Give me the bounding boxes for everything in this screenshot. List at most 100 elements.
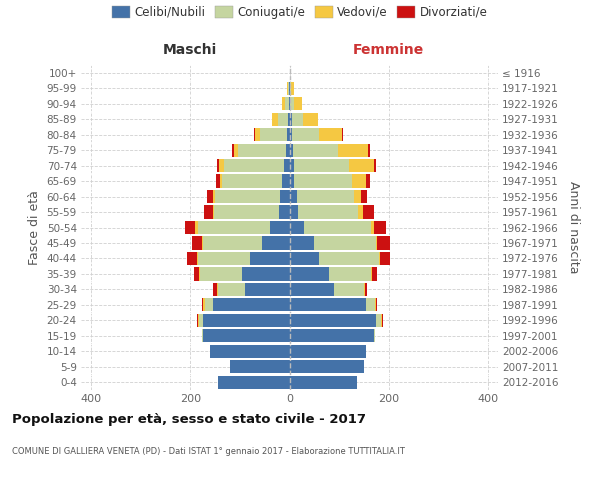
Bar (203, 314, 290, 327)
Bar (290, 82, 294, 95)
Bar (197, 221, 290, 234)
Bar (245, 283, 290, 296)
Bar (282, 174, 290, 188)
Bar (290, 112, 318, 126)
Bar (218, 283, 290, 296)
Bar (230, 360, 290, 374)
Bar (290, 268, 329, 280)
Bar (290, 97, 302, 110)
Bar (286, 144, 290, 156)
Bar (195, 221, 290, 234)
Bar (290, 330, 375, 342)
Bar (290, 252, 319, 265)
Bar (197, 314, 290, 327)
Bar (290, 159, 349, 172)
Bar (290, 376, 356, 389)
Bar (290, 190, 297, 203)
Bar (290, 144, 370, 156)
Bar (290, 174, 370, 188)
Bar (202, 330, 290, 342)
Bar (290, 314, 383, 327)
Bar (290, 268, 377, 280)
Bar (202, 298, 290, 312)
Bar (192, 236, 290, 250)
Bar (290, 144, 293, 156)
Bar (278, 112, 290, 126)
Bar (290, 344, 367, 358)
Bar (290, 221, 374, 234)
Text: Maschi: Maschi (163, 43, 217, 57)
Bar (278, 206, 290, 218)
Bar (290, 128, 292, 141)
Bar (290, 236, 376, 250)
Bar (287, 82, 290, 95)
Bar (280, 190, 290, 203)
Bar (199, 268, 290, 280)
Bar (290, 144, 338, 156)
Bar (210, 344, 290, 358)
Bar (230, 360, 290, 374)
Y-axis label: Anni di nascita: Anni di nascita (567, 181, 580, 274)
Bar (290, 174, 367, 188)
Bar (205, 298, 290, 312)
Bar (290, 112, 303, 126)
Bar (290, 174, 295, 188)
Bar (290, 82, 294, 95)
Bar (200, 268, 290, 280)
Bar (290, 376, 356, 389)
Bar (290, 206, 374, 218)
Bar (290, 344, 367, 358)
Bar (290, 206, 358, 218)
Bar (202, 330, 290, 342)
Bar (202, 236, 290, 250)
Bar (290, 221, 386, 234)
Bar (210, 344, 290, 358)
Bar (290, 236, 314, 250)
Bar (290, 144, 368, 156)
Bar (242, 268, 290, 280)
Bar (290, 298, 377, 312)
Bar (290, 314, 382, 327)
Bar (290, 298, 376, 312)
Bar (290, 97, 302, 110)
Bar (290, 174, 352, 188)
Text: Popolazione per età, sesso e stato civile - 2017: Popolazione per età, sesso e stato civil… (12, 412, 366, 426)
Bar (185, 221, 290, 234)
Bar (260, 128, 290, 141)
Bar (218, 376, 290, 389)
Bar (202, 330, 290, 342)
Bar (290, 206, 363, 218)
Bar (217, 283, 290, 296)
Bar (290, 330, 375, 342)
Bar (235, 144, 290, 156)
Bar (232, 144, 290, 156)
Bar (290, 268, 371, 280)
Bar (290, 190, 361, 203)
Bar (217, 159, 290, 172)
Bar (290, 252, 390, 265)
Bar (290, 376, 356, 389)
Bar (290, 360, 364, 374)
Bar (213, 206, 290, 218)
Bar (269, 221, 290, 234)
Bar (288, 112, 290, 126)
Bar (290, 330, 375, 342)
Bar (290, 360, 364, 374)
Bar (215, 190, 290, 203)
Bar (255, 128, 290, 141)
Bar (290, 128, 341, 141)
Bar (254, 128, 290, 141)
Bar (290, 376, 356, 389)
Bar (284, 159, 290, 172)
Bar (206, 190, 290, 203)
Bar (214, 206, 290, 218)
Bar (203, 330, 290, 342)
Legend: Celibi/Nubili, Coniugati/e, Vedovi/e, Divorziati/e: Celibi/Nubili, Coniugati/e, Vedovi/e, Di… (112, 6, 488, 19)
Bar (290, 360, 364, 374)
Bar (230, 360, 290, 374)
Bar (290, 314, 376, 327)
Bar (290, 236, 390, 250)
Bar (210, 344, 290, 358)
Bar (197, 314, 290, 327)
Bar (218, 376, 290, 389)
